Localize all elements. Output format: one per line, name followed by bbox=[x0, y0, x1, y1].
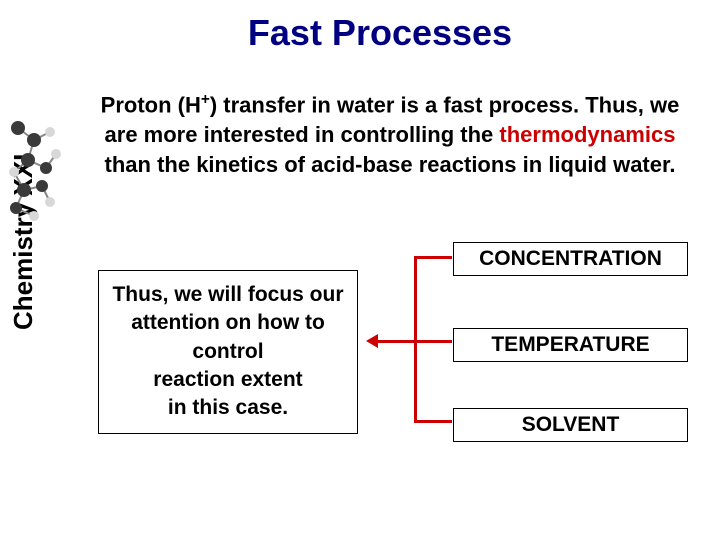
focus-line-2: reaction extent bbox=[107, 366, 349, 394]
intro-text-1: Proton (H bbox=[101, 92, 201, 117]
factor-solvent: SOLVENT bbox=[453, 408, 688, 442]
factor-concentration: CONCENTRATION bbox=[453, 242, 688, 276]
intro-superscript: + bbox=[201, 91, 210, 108]
focus-line-1: Thus, we will focus our attention on how… bbox=[107, 281, 349, 366]
connector-arrowhead-icon bbox=[366, 334, 378, 348]
intro-paragraph: Proton (H+) transfer in water is a fast … bbox=[100, 90, 680, 179]
focus-box: Thus, we will focus our attention on how… bbox=[98, 270, 358, 434]
intro-text-3: than the kinetics of acid-base reactions… bbox=[105, 152, 676, 177]
intro-highlight: thermodynamics bbox=[499, 122, 675, 147]
focus-line-3: in this case. bbox=[107, 394, 349, 422]
molecule-icon bbox=[0, 110, 68, 230]
page-title: Fast Processes bbox=[0, 0, 720, 54]
connector-trunk bbox=[414, 256, 417, 422]
connector-branch-temp bbox=[414, 340, 452, 343]
connector-branch-conc bbox=[414, 256, 452, 259]
connector-branch-solv bbox=[414, 420, 452, 423]
connector-arrow-line bbox=[378, 340, 416, 343]
factor-temperature: TEMPERATURE bbox=[453, 328, 688, 362]
